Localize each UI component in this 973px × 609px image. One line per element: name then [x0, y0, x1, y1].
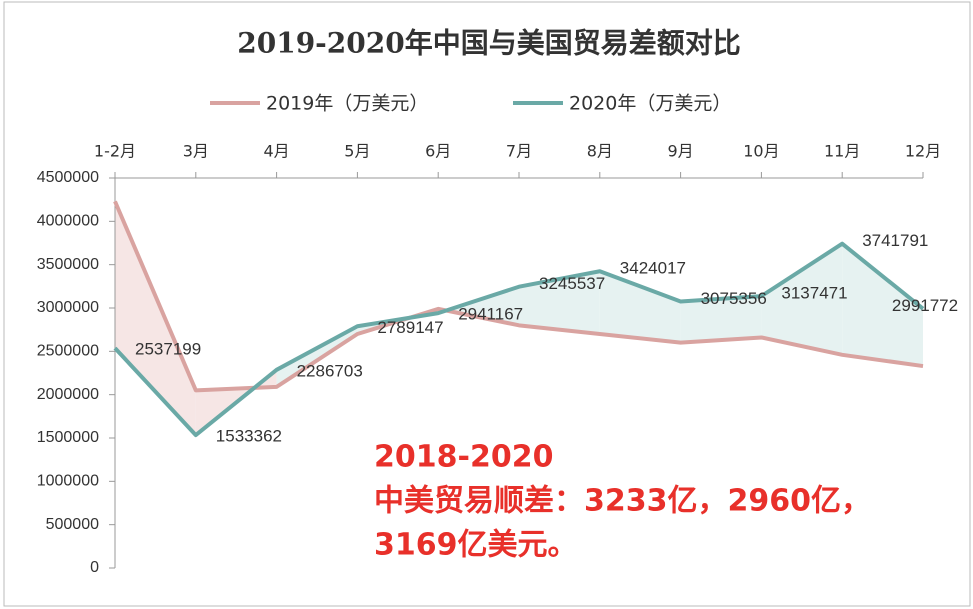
data-label: 2286703	[297, 361, 363, 380]
x-tick-label: 6月	[425, 142, 451, 161]
x-tick-label: 1-2月	[94, 142, 136, 161]
x-tick-label: 5月	[344, 142, 370, 161]
gap-fill	[680, 296, 762, 343]
gap-fill	[842, 243, 923, 367]
y-tick-label: 500000	[46, 516, 99, 533]
y-tick-label: 2500000	[37, 343, 99, 360]
gap-fill	[115, 201, 196, 436]
y-tick-label: 0	[90, 559, 99, 576]
gap-fill	[761, 243, 843, 355]
data-label: 3075356	[701, 289, 767, 308]
x-tick-label: 12月	[905, 142, 941, 161]
y-tick-label: 1500000	[37, 429, 99, 446]
data-label: 1533362	[216, 427, 282, 446]
y-tick-label: 1000000	[37, 473, 99, 490]
legend-label: 2020年（万美元）	[569, 93, 731, 115]
gap-fill	[519, 271, 600, 334]
annotation: 中美贸易顺差：3233亿，2960亿，	[374, 484, 871, 519]
data-label: 2991772	[892, 296, 958, 315]
x-tick-label: 10月	[743, 142, 779, 161]
y-tick-label: 3000000	[37, 299, 99, 316]
x-tick-label: 3月	[183, 142, 209, 161]
data-label: 2789147	[377, 318, 443, 337]
y-tick-label: 3500000	[37, 256, 99, 273]
annotation: 3169亿美元。	[374, 528, 578, 563]
x-tick-label: 8月	[587, 142, 613, 161]
data-label: 3741791	[862, 231, 928, 250]
gap-fill	[438, 286, 519, 326]
frame	[3, 1, 971, 607]
data-label: 3137471	[781, 284, 847, 303]
x-tick-label: 11月	[824, 142, 860, 161]
chart-title: 2019-2020年中国与美国贸易差额对比	[237, 27, 740, 60]
data-label: 3245537	[539, 274, 605, 293]
legend-label: 2019年（万美元）	[266, 93, 428, 115]
y-tick-label: 2000000	[37, 386, 99, 403]
x-tick-label: 9月	[668, 142, 694, 161]
data-label: 3424017	[620, 259, 686, 278]
series-line	[113, 200, 924, 393]
x-tick-label: 7月	[506, 142, 532, 161]
gap-fill	[599, 271, 681, 343]
y-tick-label: 4500000	[37, 169, 99, 186]
data-label: 2537199	[135, 340, 201, 359]
annotation: 2018-2020	[374, 440, 553, 475]
y-tick-label: 4000000	[37, 213, 99, 230]
series-line	[113, 241, 925, 438]
data-label: 2941167	[458, 305, 523, 324]
x-tick-label: 4月	[264, 142, 290, 161]
